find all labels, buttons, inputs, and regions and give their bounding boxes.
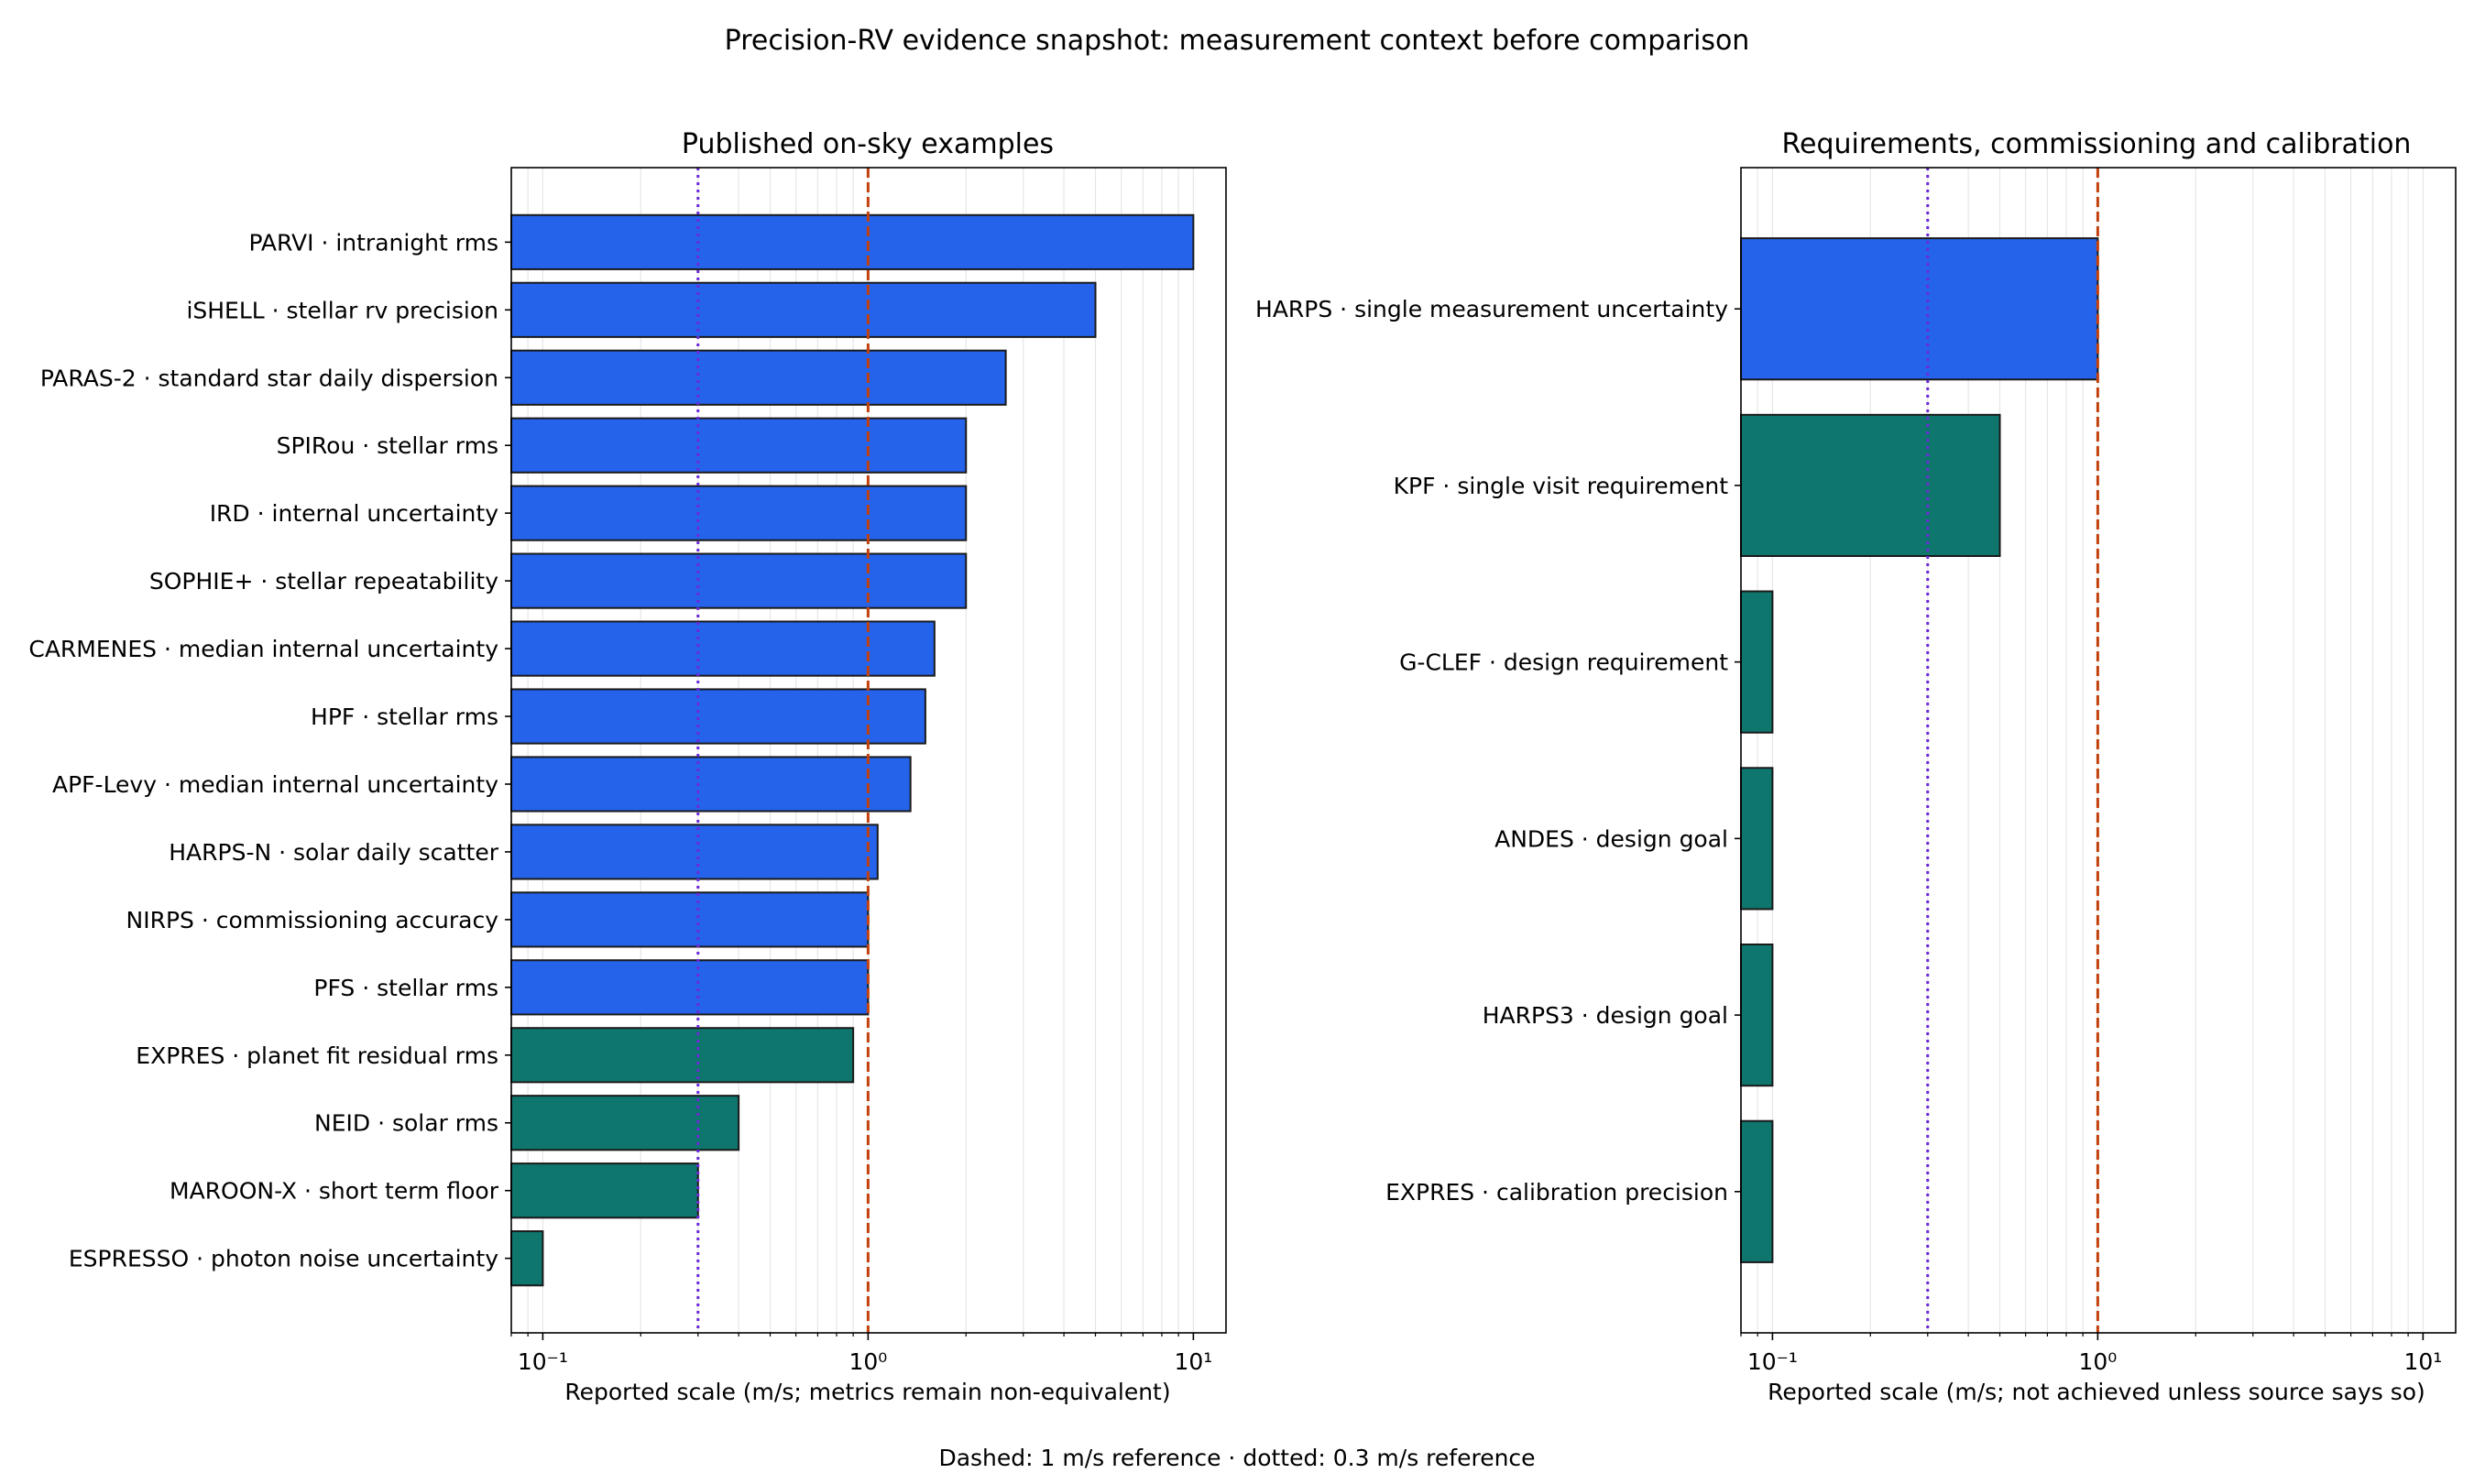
bar [510,688,926,745]
y-tick-label: APF-Levy · median internal uncertainty [52,771,498,798]
panel-title: Published on-sky examples [682,128,1054,160]
bar [1740,237,2099,381]
bar [1740,413,2001,557]
x-axis-label: Reported scale (m/s; metrics remain non-… [564,1379,1170,1405]
y-tick-label: G-CLEF · design requirement [1399,649,1728,676]
bar [510,552,968,609]
bar [510,485,968,541]
y-tick-label: HARPS-N · solar daily scatter [169,839,498,866]
panel-title: Requirements, commissioning and calibrat… [1782,128,2412,160]
y-tick-label: HARPS · single measurement uncertainty [1255,296,1728,322]
bar [510,1162,699,1219]
bar [1740,1119,1774,1263]
bar [510,213,1195,270]
bar [510,891,870,948]
x-tick-label: 10⁻¹ [1747,1348,1798,1375]
y-tick-label: EXPRES · calibration precision [1385,1179,1728,1206]
y-tick-label: iSHELL · stellar rv precision [186,297,498,323]
y-tick-label: KPF · single visit requirement [1394,473,1729,499]
bar [510,620,936,677]
y-tick-label: CARMENES · median internal uncertainty [28,636,498,662]
y-tick-label: NEID · solar rms [314,1110,498,1137]
y-tick-label: HARPS3 · design goal [1483,1002,1728,1029]
x-tick-label: 10⁰ [848,1348,887,1375]
y-tick-label: PARAS-2 · standard star daily dispersion [40,365,498,391]
y-tick-label: EXPRES · planet fit residual rms [136,1042,498,1069]
x-tick-label: 10⁻¹ [518,1348,568,1375]
figure-title: Precision-RV evidence snapshot: measurem… [725,25,1750,57]
x-tick-label: 10⁰ [2078,1348,2117,1375]
bar [510,1027,855,1084]
y-tick-label: SOPHIE+ · stellar repeatability [149,568,498,595]
x-tick-label: 10¹ [1174,1348,1212,1375]
x-axis-label: Reported scale (m/s; not achieved unless… [1768,1379,2425,1405]
y-tick-label: SPIRou · stellar rms [277,432,498,459]
bar [1740,944,1774,1087]
y-tick-label: PFS · stellar rms [313,975,498,1001]
bar [1740,767,1774,911]
y-tick-label: HPF · stellar rms [311,704,498,730]
bar [510,349,1007,406]
bar [510,281,1097,338]
y-tick-label: MAROON-X · short term floor [170,1178,499,1205]
y-tick-label: ESPRESSO · photon noise uncertainty [69,1246,498,1272]
bar [510,959,870,1016]
y-tick-label: ANDES · design goal [1494,825,1728,852]
y-tick-label: PARVI · intranight rms [248,229,498,256]
bar [510,1230,544,1287]
panel-published-on-sky: Published on-sky examples Reported scale… [28,128,1227,1405]
bar [1740,590,1774,734]
bar [510,824,879,880]
bar [510,1095,740,1151]
x-tick-label: 10¹ [2403,1348,2442,1375]
bar [510,756,912,813]
y-tick-label: NIRPS · commissioning accuracy [126,907,499,933]
figure-footer: Dashed: 1 m/s reference · dotted: 0.3 m/… [938,1445,1535,1471]
panel-requirements-calibration: Requirements, commissioning and calibrat… [1255,128,2457,1405]
bar [510,417,968,474]
y-tick-label: IRD · internal uncertainty [210,500,499,527]
